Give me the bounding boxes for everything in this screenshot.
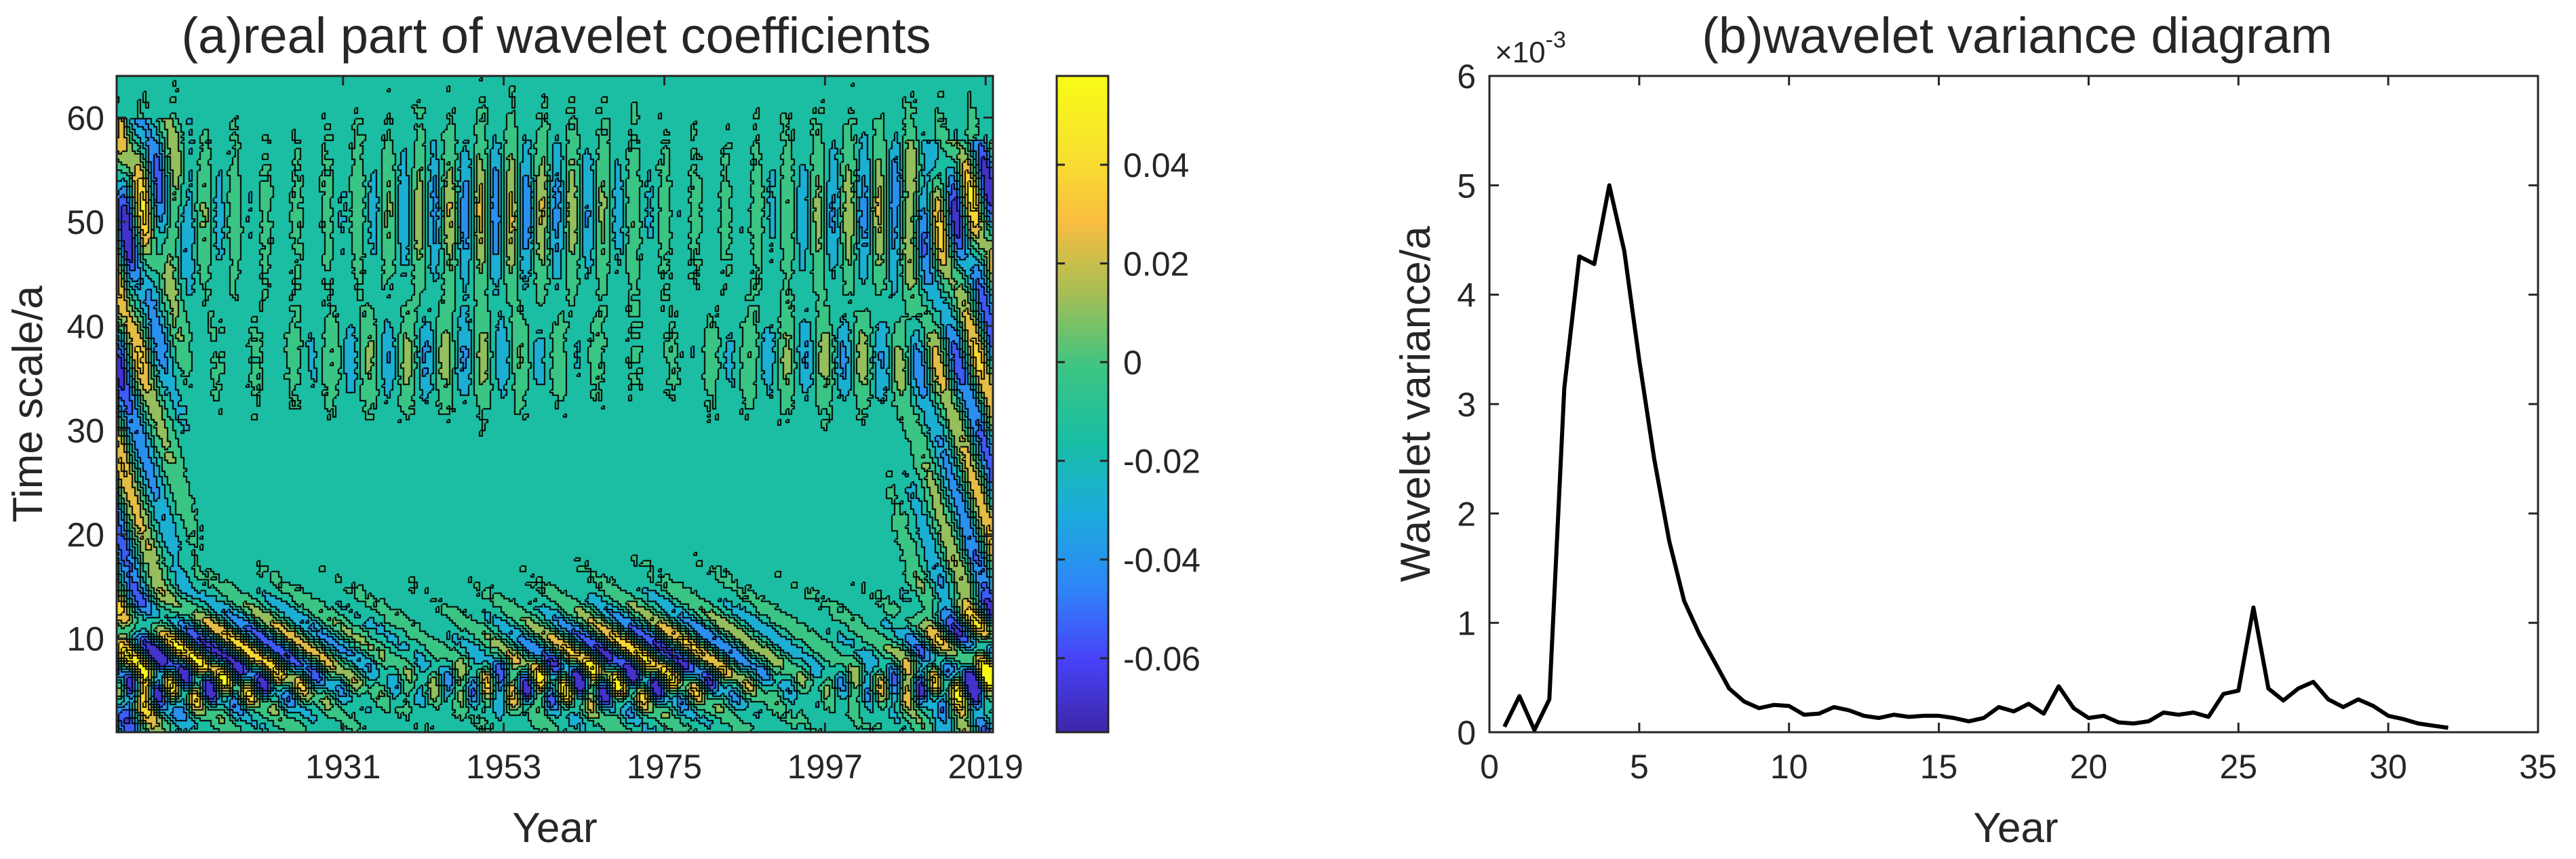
- panel-a-axes-box: [115, 75, 994, 734]
- panel-b-ytick-label: 4: [1457, 277, 1476, 315]
- panel-b-ytick-label: 6: [1457, 58, 1476, 96]
- panel-b-xlabel: Year: [1973, 805, 2058, 852]
- panel-b-y-exponent: ×10-3: [1495, 27, 1566, 69]
- panel-a-wavelet-coefficients: (a)real part of wavelet coefficients 193…: [5, 7, 1023, 852]
- panel-b-xtick-label: 5: [1630, 748, 1649, 786]
- panel-a-x-ticks: 1931 1953 1975 1997 2019: [305, 76, 1023, 786]
- panel-b-xtick-label: 35: [2519, 748, 2557, 786]
- colorbar-tick-label: 0: [1123, 344, 1142, 382]
- panel-a-ytick-label: 20: [66, 516, 104, 554]
- panel-b-xtick-label: 10: [1770, 748, 1808, 786]
- colorbar-tick-label: -0.06: [1123, 640, 1201, 678]
- colorbar-box: [1055, 75, 1110, 734]
- panel-a-xtick-label: 1953: [466, 748, 541, 786]
- panel-b-ytick-label: 0: [1457, 714, 1476, 752]
- panel-b-x-ticks: 0 5 10 15 20 25 30 35: [1480, 76, 2557, 786]
- panel-a-xtick-label: 2019: [948, 748, 1023, 786]
- heatmap-plot-area: [117, 76, 993, 732]
- panel-b-series: [1502, 183, 2448, 732]
- colorbar-ticks: -0.06 -0.04 -0.02 0 0.02 0.04: [1057, 146, 1201, 678]
- colorbar-tick-label: -0.04: [1123, 541, 1201, 579]
- panel-b-axes-box: [1488, 75, 2539, 734]
- panel-a-ytick-label: 10: [66, 620, 104, 658]
- panel-b-xtick-label: 0: [1480, 748, 1499, 786]
- panel-a-xtick-label: 1997: [787, 748, 863, 786]
- panel-b-xtick-label: 20: [2070, 748, 2108, 786]
- colorbar-tick-label: -0.02: [1123, 443, 1201, 481]
- y-exponent-power: -3: [1546, 27, 1566, 53]
- panel-b-xtick-label: 30: [2369, 748, 2407, 786]
- panel-a-xtick-label: 1975: [627, 748, 702, 786]
- colorbar-gradient: [1057, 76, 1108, 732]
- colorbar-tick-label: 0.02: [1123, 245, 1189, 283]
- panel-b-wavelet-variance: (b)wavelet variance diagram 0 5 10 15 20 25 30…: [1392, 7, 2557, 852]
- panel-a-ytick-label: 30: [66, 412, 104, 450]
- wavelet-contour-image: [117, 76, 993, 732]
- panel-b-xtick-label: 15: [1920, 748, 1958, 786]
- panel-b-title: (b)wavelet variance diagram: [1702, 7, 2333, 64]
- panel-b-xtick-label: 25: [2219, 748, 2257, 786]
- panel-a-ylabel: Time scale/a: [5, 285, 52, 523]
- variance-line: [1502, 183, 2448, 732]
- panel-a-ytick-label: 60: [66, 99, 104, 137]
- colorbar-tick-label: 0.04: [1123, 146, 1189, 184]
- panel-a-title: (a)real part of wavelet coefficients: [181, 7, 931, 64]
- panel-b-ytick-label: 1: [1457, 605, 1476, 643]
- panel-b-ytick-label: 3: [1457, 386, 1476, 424]
- panel-a-xtick-label: 1931: [305, 748, 380, 786]
- panel-b-ytick-label: 5: [1457, 167, 1476, 205]
- y-exponent-base: ×10: [1495, 36, 1546, 69]
- panel-b-ytick-label: 2: [1457, 495, 1476, 533]
- panel-a-y-ticks: 10 20 30 40 50 60: [66, 99, 993, 658]
- panel-a-ytick-label: 50: [66, 203, 104, 241]
- panel-a-ytick-label: 40: [66, 308, 104, 346]
- colorbar: -0.06 -0.04 -0.02 0 0.02 0.04: [1055, 75, 1201, 734]
- panel-a-xlabel: Year: [512, 805, 597, 852]
- panel-b-ylabel: Wavelet variance/a: [1392, 226, 1439, 582]
